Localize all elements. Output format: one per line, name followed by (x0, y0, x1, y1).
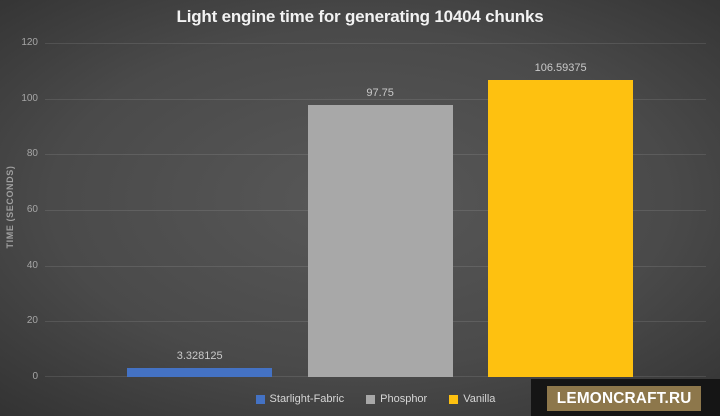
plot-area: 120 100 80 60 40 20 0 3.328125 97.75 106.59375 (21, 38, 706, 382)
gridline (45, 98, 706, 100)
legend-label: Starlight-Fabric (269, 393, 345, 405)
y-tick-label: 120 (21, 37, 38, 48)
watermark: LEMONCRAFT.RU (547, 386, 701, 411)
legend-item-starlight-fabric: Starlight-Fabric (255, 393, 345, 405)
watermark-text: LEMONCRAFT.RU (556, 389, 692, 407)
bar-starlight-fabric (127, 367, 273, 377)
y-tick-label: 80 (26, 148, 38, 160)
legend-item-vanilla: Vanilla (449, 393, 495, 405)
y-tick-label: 60 (26, 204, 38, 215)
chart-title: Light engine time for generating 10404 c… (176, 7, 544, 26)
y-tick-label: 20 (26, 315, 38, 327)
y-tick-label: 100 (21, 92, 38, 104)
y-tick-label: 0 (32, 371, 38, 382)
bar-data-label: 3.328125 (176, 349, 223, 362)
bar-phosphor (307, 104, 453, 377)
legend-item-phosphor: Phosphor (366, 393, 427, 405)
legend-swatch (255, 394, 265, 404)
chart-legend: Starlight-Fabric Phosphor Vanilla (45, 391, 706, 407)
legend-swatch (449, 394, 459, 404)
legend-swatch (366, 394, 376, 404)
bar-vanilla (488, 80, 634, 377)
legend-label: Vanilla (463, 393, 496, 405)
bar-data-label: 97.75 (366, 86, 394, 99)
gridline (45, 43, 706, 44)
y-tick-label: 40 (26, 259, 38, 271)
legend-label: Phosphor (380, 393, 428, 405)
bar-data-label: 106.59375 (534, 62, 587, 75)
